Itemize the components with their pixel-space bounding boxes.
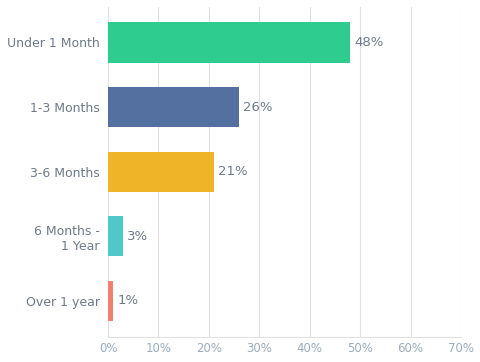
Text: 21%: 21% xyxy=(217,165,247,178)
Text: 48%: 48% xyxy=(353,36,383,49)
Bar xyxy=(108,87,239,127)
Text: 3%: 3% xyxy=(127,230,148,243)
Bar xyxy=(108,281,113,321)
Bar xyxy=(108,152,214,192)
Bar xyxy=(108,216,123,256)
Bar xyxy=(108,22,349,63)
Text: 1%: 1% xyxy=(117,294,138,307)
Text: 26%: 26% xyxy=(243,101,272,114)
